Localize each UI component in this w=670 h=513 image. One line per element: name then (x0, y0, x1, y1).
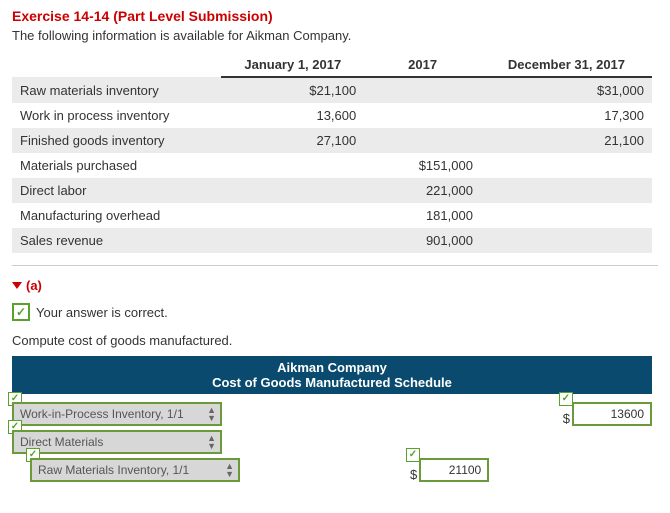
table-row: Materials purchased $151,000 (12, 153, 652, 178)
table-row: Manufacturing overhead 181,000 (12, 203, 652, 228)
part-a-label: (a) (26, 278, 42, 293)
table-row: Work in process inventory 13,600 17,300 (12, 103, 652, 128)
schedule-company: Aikman Company (12, 360, 652, 375)
part-a-prompt: Compute cost of goods manufactured. (12, 333, 658, 348)
wip-begin-dropdown[interactable]: Work-in-Process Inventory, 1/1 ▲▼ (12, 402, 222, 426)
part-a-toggle[interactable]: (a) (12, 278, 658, 293)
check-icon: ✓ (406, 448, 420, 462)
updown-icon: ▲▼ (225, 462, 234, 478)
updown-icon: ▲▼ (207, 406, 216, 422)
schedule-title: Cost of Goods Manufactured Schedule (12, 375, 652, 390)
table-row: Sales revenue 901,000 (12, 228, 652, 253)
schedule-header: Aikman Company Cost of Goods Manufacture… (12, 356, 652, 394)
table-row: Direct labor 221,000 (12, 178, 652, 203)
table-row: Finished goods inventory 27,100 21,100 (12, 128, 652, 153)
table-row: Raw materials inventory $21,100 $31,000 (12, 77, 652, 103)
col-header-2017: 2017 (364, 53, 481, 77)
exercise-intro: The following information is available f… (12, 28, 658, 43)
exercise-title: Exercise 14-14 (Part Level Submission) (12, 8, 658, 24)
col-header-dec31: December 31, 2017 (481, 53, 652, 77)
dollar-sign: $ (563, 411, 570, 426)
dollar-sign: $ (410, 467, 417, 482)
correct-message: Your answer is correct. (36, 305, 168, 320)
rm-begin-value[interactable]: 21100 (419, 458, 489, 482)
rm-begin-dropdown[interactable]: Raw Materials Inventory, 1/1 ▲▼ (30, 458, 240, 482)
updown-icon: ▲▼ (207, 434, 216, 450)
check-icon: ✓ (559, 392, 573, 406)
correct-check-icon: ✓ (12, 303, 30, 321)
chevron-down-icon (12, 282, 22, 289)
direct-materials-dropdown[interactable]: Direct Materials ▲▼ (12, 430, 222, 454)
wip-begin-value[interactable]: 13600 (572, 402, 652, 426)
col-header-jan1: January 1, 2017 (221, 53, 364, 77)
data-table: January 1, 2017 2017 December 31, 2017 R… (12, 53, 652, 253)
